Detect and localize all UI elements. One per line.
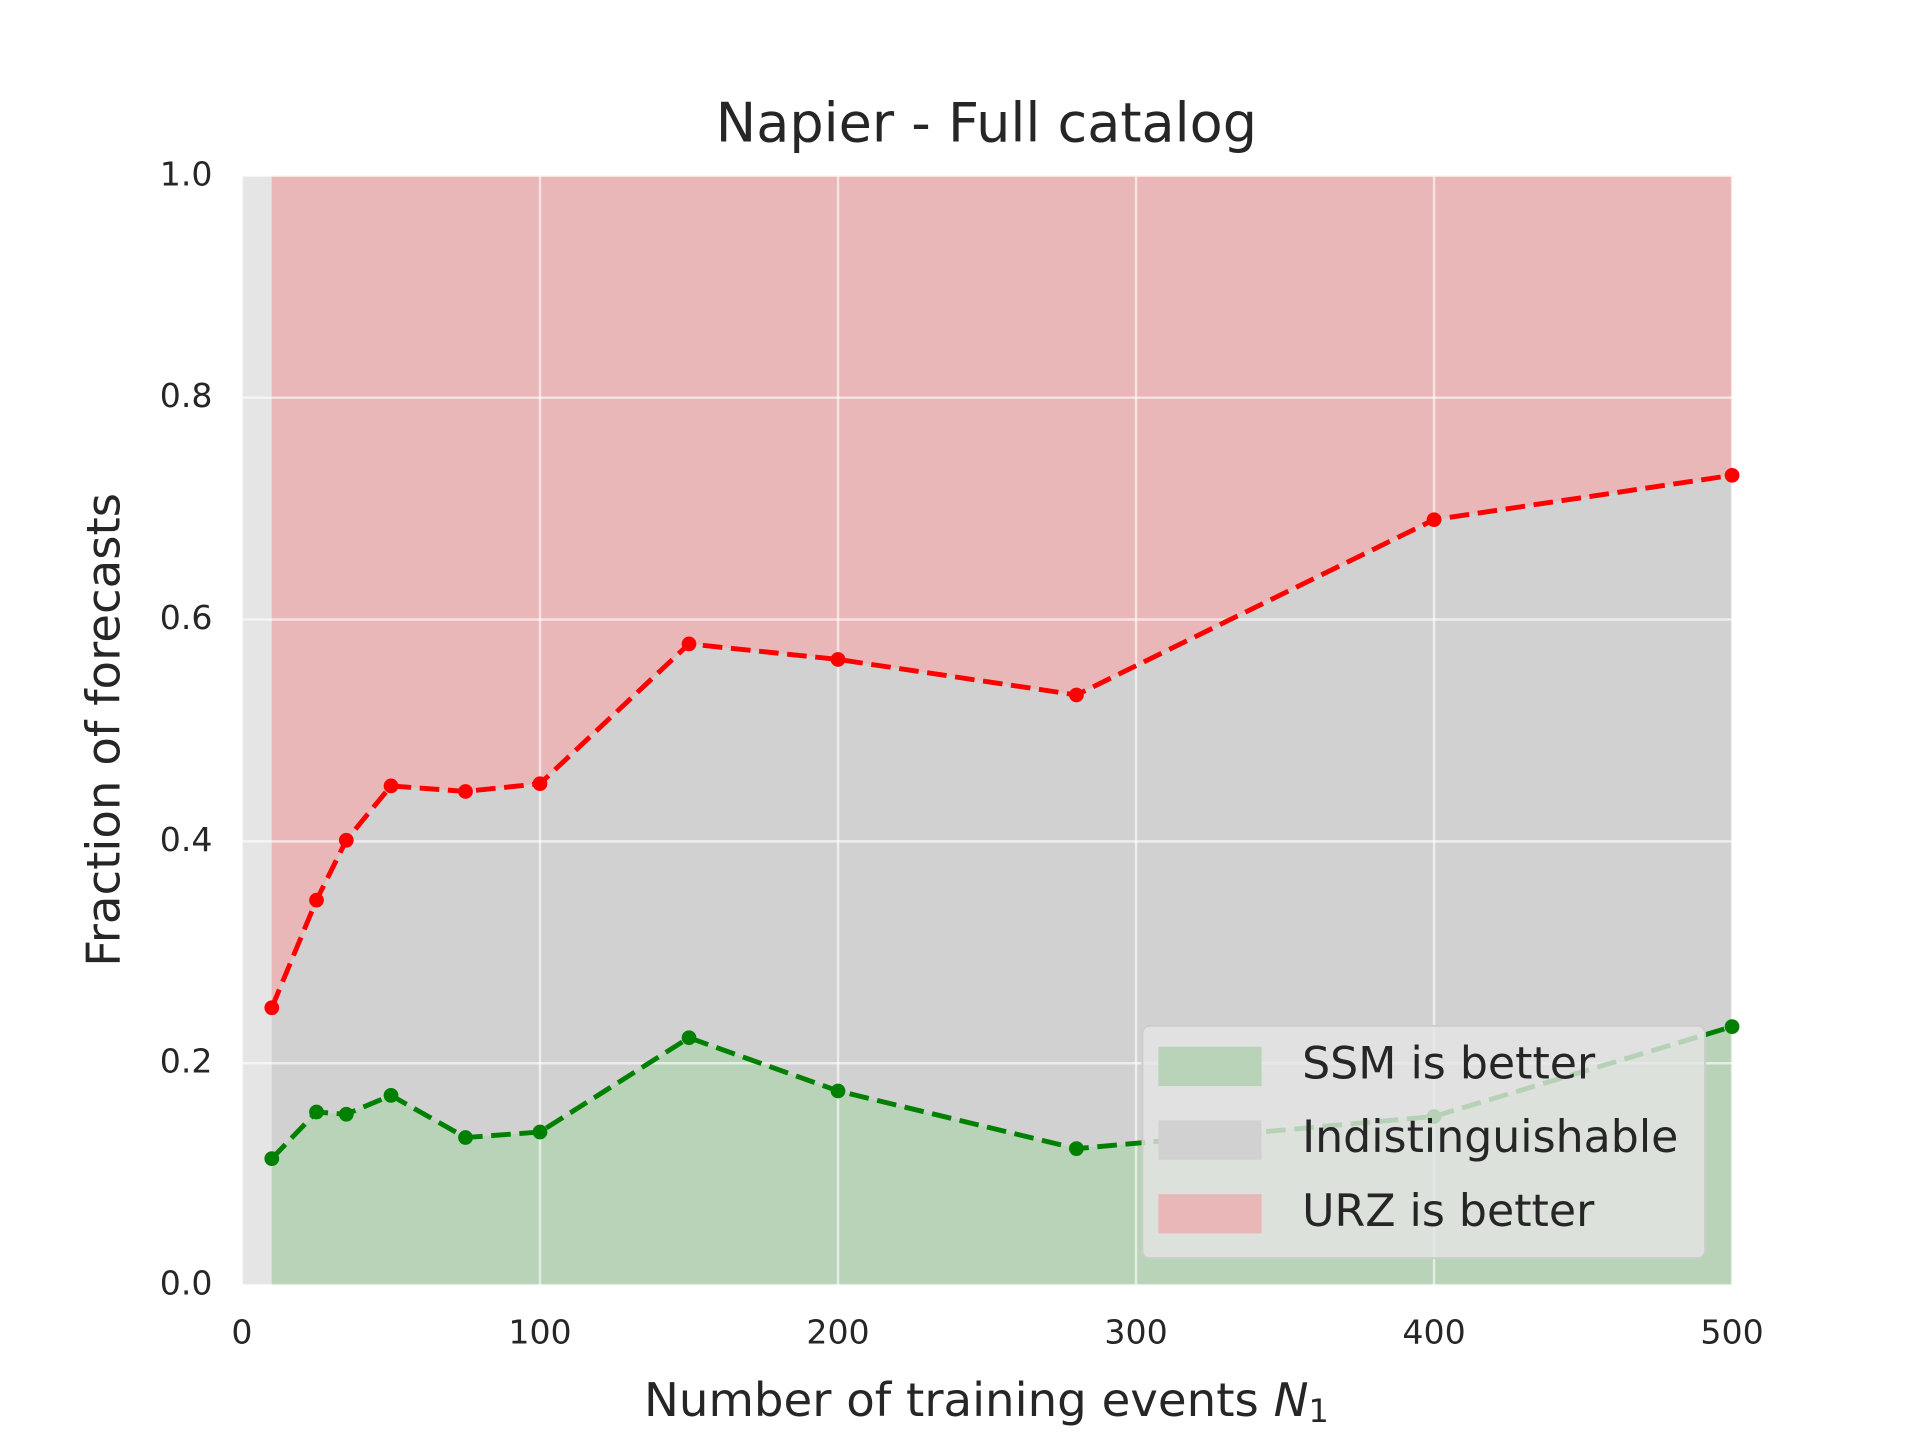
legend-label: SSM is better xyxy=(1302,1038,1596,1089)
marker xyxy=(383,1088,399,1103)
x-tick-label: 300 xyxy=(1104,1313,1167,1352)
y-tick-label: 0.8 xyxy=(160,376,213,415)
legend-swatch xyxy=(1158,1120,1262,1160)
x-tick-label: 400 xyxy=(1402,1313,1465,1352)
marker xyxy=(338,832,354,848)
marker xyxy=(830,1083,846,1099)
x-tick-label: 500 xyxy=(1700,1313,1763,1352)
marker xyxy=(309,892,324,908)
legend-swatch xyxy=(1158,1194,1262,1234)
y-tick-label: 1.0 xyxy=(160,154,213,193)
marker xyxy=(1069,1141,1084,1156)
chart-title: Napier - Full catalog xyxy=(716,91,1257,154)
marker xyxy=(458,1130,473,1145)
y-tick-label: 0.4 xyxy=(160,820,213,859)
legend-box xyxy=(1141,1024,1706,1259)
x-label-sub: 1 xyxy=(1309,1392,1329,1430)
x-axis-label: Number of training events N1 xyxy=(644,1373,1329,1429)
legend-label: URZ is better xyxy=(1302,1186,1595,1237)
legend-swatch xyxy=(1158,1046,1262,1087)
marker xyxy=(264,1151,280,1166)
x-tick-label: 200 xyxy=(806,1313,869,1352)
marker xyxy=(383,778,399,794)
x-tick-label: 100 xyxy=(508,1313,571,1352)
marker xyxy=(1724,467,1740,483)
marker xyxy=(830,652,846,667)
marker xyxy=(264,1000,280,1016)
marker xyxy=(309,1104,324,1120)
y-tick-label: 0.0 xyxy=(160,1264,213,1303)
y-tick-label: 0.6 xyxy=(160,598,213,637)
x-label-text: Number of training events xyxy=(644,1373,1274,1427)
legend-label: Indistinguishable xyxy=(1302,1112,1678,1163)
x-label-var: N xyxy=(1274,1373,1309,1427)
area xyxy=(271,175,1733,1008)
marker xyxy=(1426,512,1442,528)
marker xyxy=(681,636,697,652)
y-axis-label: Fraction of forecasts xyxy=(77,493,131,967)
marker xyxy=(681,1030,697,1046)
marker xyxy=(1069,687,1084,703)
marker xyxy=(532,1124,548,1140)
marker xyxy=(458,784,473,799)
marker xyxy=(532,776,548,792)
marker xyxy=(338,1106,354,1122)
marker xyxy=(1724,1019,1740,1034)
y-tick-label: 0.2 xyxy=(160,1042,213,1081)
x-tick-label: 0 xyxy=(231,1313,252,1352)
